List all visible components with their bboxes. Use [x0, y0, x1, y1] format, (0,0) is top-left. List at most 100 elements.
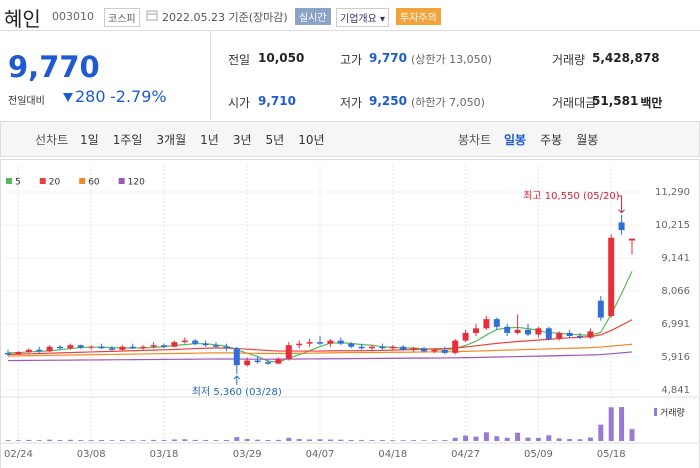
annotation-arrow — [617, 195, 625, 214]
candle-body — [109, 348, 115, 350]
candle-body — [36, 349, 43, 352]
candle-body — [597, 300, 604, 318]
tab[interactable]: 3년 — [232, 133, 252, 147]
legend-swatch — [118, 178, 125, 184]
volume-bar — [504, 437, 510, 441]
volume-bar — [598, 424, 604, 441]
candle-body — [46, 346, 53, 352]
candle-body — [140, 346, 147, 349]
stat-label: 거래량 — [552, 53, 586, 67]
overview-label: 기업개요 — [340, 14, 377, 25]
volume-bar — [161, 440, 167, 441]
ma-line — [7, 343, 633, 357]
candle-body — [67, 345, 74, 349]
x-tick-label: 03/29 — [233, 449, 262, 460]
candle-body — [504, 326, 511, 333]
candle-body — [525, 329, 531, 335]
candle-body — [223, 346, 230, 349]
candle-body — [25, 349, 32, 352]
volume-bar — [379, 440, 385, 441]
stock-code: 003010 — [52, 10, 94, 23]
realtime-button[interactable]: 실시간 — [295, 8, 331, 25]
candle-body — [431, 349, 438, 352]
candle-body — [369, 346, 375, 349]
candle-body — [441, 349, 448, 353]
tab[interactable]: 3개월 — [156, 133, 187, 147]
volume-bar — [535, 437, 541, 441]
stat-note: (하한가 7,050) — [410, 96, 485, 109]
candle-body — [192, 340, 199, 344]
tab-bar — [0, 121, 700, 157]
volume-bar — [348, 440, 354, 441]
volume-bar — [307, 439, 313, 441]
calendar-icon — [146, 10, 158, 21]
market-badge: 코스피 — [104, 8, 140, 27]
y-tick-label: 5,916 — [661, 352, 690, 363]
volume-bar — [265, 440, 271, 441]
tab[interactable]: 일봉 — [504, 133, 527, 147]
legend-label: 5 — [15, 178, 21, 188]
candle-body — [421, 348, 427, 352]
volume-bar — [244, 439, 250, 441]
candle-body — [473, 328, 479, 333]
volume-bar — [296, 439, 302, 441]
candle-body — [556, 332, 563, 340]
volume-bar — [192, 439, 198, 441]
volume-bar — [119, 440, 125, 441]
candle-body — [306, 342, 313, 344]
volume-bar — [203, 440, 209, 441]
tab[interactable]: 월봉 — [576, 133, 599, 147]
divider — [210, 31, 211, 120]
volume-bar — [494, 436, 500, 441]
stat-value: 5,428,878 — [592, 51, 660, 65]
legend-swatch — [654, 408, 657, 416]
y-tick-label: 10,215 — [655, 220, 690, 231]
candle-body — [389, 346, 396, 349]
volume-bar — [619, 407, 625, 441]
stat-label: 전일 — [228, 53, 251, 67]
y-tick-label: 4,841 — [661, 385, 690, 396]
tab[interactable]: 1주일 — [112, 133, 143, 147]
stat-value: 9,250 — [369, 94, 407, 108]
tab[interactable]: 5년 — [265, 133, 285, 147]
volume-label: 거래량 — [660, 407, 685, 419]
volume-bar — [608, 407, 614, 441]
stat-value: 51,581 — [592, 94, 639, 108]
volume-bar — [140, 440, 146, 441]
annotation-arrow — [233, 375, 241, 385]
volume-bar — [213, 440, 219, 441]
x-tick-label: 03/18 — [150, 449, 179, 460]
candle-body — [15, 351, 22, 355]
y-tick-label: 6,991 — [661, 319, 690, 330]
x-tick-label: 02/24 — [4, 449, 33, 460]
overview-button[interactable]: 기업개요 ▾ — [336, 8, 390, 27]
volume-bar — [421, 440, 427, 441]
x-tick-label: 04/07 — [306, 449, 335, 460]
stat-label: 고가 — [340, 53, 363, 67]
volume-bar — [286, 437, 292, 441]
volume-bar — [567, 439, 573, 441]
candle-body — [566, 332, 573, 336]
volume-bar — [431, 440, 437, 441]
legend-swatch — [79, 178, 86, 184]
candle-body — [337, 340, 344, 344]
tab[interactable]: 1년 — [200, 133, 219, 147]
tab[interactable]: 주봉 — [540, 133, 563, 147]
stat-value: 9,770 — [369, 51, 407, 65]
candle-body — [213, 345, 219, 347]
tab[interactable]: 10년 — [298, 133, 325, 147]
volume-bar — [255, 439, 261, 441]
candle-body — [535, 328, 542, 335]
volume-bar — [359, 440, 365, 441]
candle-body — [379, 346, 386, 349]
tab-heading: 선차트 — [35, 133, 69, 147]
candle-body — [150, 345, 157, 347]
candle-body — [400, 346, 407, 350]
volume-bar — [390, 440, 396, 441]
x-tick-label: 04/18 — [378, 449, 407, 460]
volume-bar — [525, 437, 531, 441]
candle-body — [202, 343, 209, 346]
volume-bar — [88, 440, 94, 441]
change-rate: -2.79% — [110, 87, 167, 106]
tab[interactable]: 1일 — [80, 133, 99, 147]
